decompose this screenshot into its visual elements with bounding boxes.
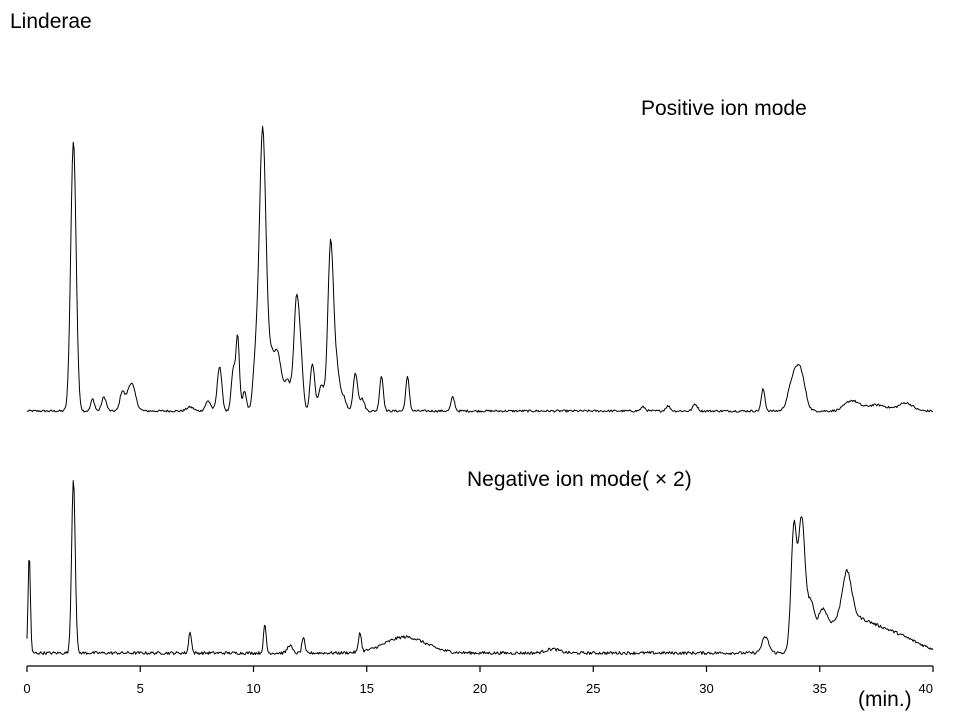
x-tick-label: 0 (23, 681, 30, 696)
x-tick-label: 15 (360, 681, 374, 696)
x-tick-label: 20 (473, 681, 487, 696)
x-tick-label: 10 (246, 681, 260, 696)
x-tick-label: 30 (699, 681, 713, 696)
chart-title: Linderae (10, 10, 92, 33)
x-axis-unit-label: (min.) (858, 688, 912, 711)
x-tick-label: 25 (586, 681, 600, 696)
x-tick-label: 40 (919, 681, 933, 696)
x-tick-label: 5 (137, 681, 144, 696)
x-axis-ticks: 0 5 10 15 20 25 30 35 40 (23, 666, 934, 696)
x-tick-label: 35 (813, 681, 827, 696)
positive-series-label: Positive ion mode (641, 97, 807, 120)
negative-series-label: Negative ion mode( × 2) (467, 468, 692, 491)
positive-ion-trace (26, 125, 934, 413)
negative-trace-group: Negative ion mode( × 2) (26, 468, 934, 655)
positive-trace-group: Positive ion mode (26, 97, 934, 413)
negative-ion-trace (26, 480, 934, 655)
